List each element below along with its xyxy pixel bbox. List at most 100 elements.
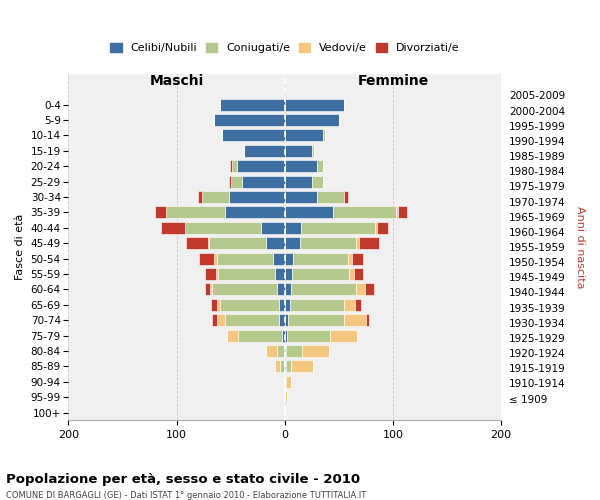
Bar — [202, 191, 229, 203]
Bar — [211, 299, 217, 311]
Bar — [220, 98, 285, 110]
Bar — [312, 176, 323, 188]
Bar — [293, 252, 347, 264]
Bar — [208, 237, 209, 249]
Bar — [209, 237, 266, 249]
Text: COMUNE DI BARGAGLI (GE) - Dati ISTAT 1° gennaio 2010 - Elaborazione TUTTITALIA.I: COMUNE DI BARGAGLI (GE) - Dati ISTAT 1° … — [6, 491, 366, 500]
Bar — [205, 268, 215, 280]
Bar — [280, 360, 284, 372]
Bar — [285, 222, 301, 234]
Bar — [215, 268, 218, 280]
Bar — [285, 330, 287, 342]
Bar — [226, 314, 280, 326]
Bar — [217, 299, 220, 311]
Bar — [285, 268, 292, 280]
Bar — [285, 299, 290, 311]
Bar — [396, 206, 398, 218]
Bar — [275, 360, 280, 372]
Bar — [377, 222, 388, 234]
Bar — [285, 314, 288, 326]
Legend: Celibi/Nubili, Coniugati/e, Vedovi/e, Divorziati/e: Celibi/Nubili, Coniugati/e, Vedovi/e, Di… — [107, 40, 463, 56]
Bar — [285, 98, 344, 110]
Bar — [217, 314, 226, 326]
Bar — [161, 222, 185, 234]
Bar — [301, 222, 374, 234]
Bar — [261, 222, 285, 234]
Y-axis label: Anni di nascita: Anni di nascita — [575, 206, 585, 288]
Bar — [230, 160, 232, 172]
Bar — [210, 284, 212, 296]
Bar — [285, 176, 312, 188]
Bar — [238, 330, 281, 342]
Bar — [347, 252, 352, 264]
Bar — [266, 345, 277, 357]
Bar — [199, 252, 214, 264]
Bar — [205, 284, 210, 296]
Bar — [284, 360, 285, 372]
Bar — [214, 114, 285, 126]
Bar — [222, 130, 285, 141]
Bar — [227, 330, 238, 342]
Bar — [277, 345, 284, 357]
Bar — [285, 206, 334, 218]
Bar — [166, 206, 226, 218]
Bar — [285, 284, 291, 296]
Bar — [285, 391, 287, 403]
Bar — [229, 176, 231, 188]
Bar — [285, 237, 300, 249]
Bar — [334, 206, 396, 218]
Bar — [280, 299, 285, 311]
Bar — [287, 330, 330, 342]
Bar — [330, 330, 357, 342]
Bar — [231, 176, 242, 188]
Bar — [237, 160, 285, 172]
Bar — [286, 345, 302, 357]
Bar — [349, 268, 354, 280]
Bar — [285, 376, 286, 388]
Bar — [356, 284, 365, 296]
Bar — [217, 252, 273, 264]
Bar — [344, 299, 355, 311]
Bar — [300, 237, 356, 249]
Bar — [302, 345, 329, 357]
Bar — [277, 284, 285, 296]
Text: Femmine: Femmine — [358, 74, 428, 88]
Bar — [374, 222, 377, 234]
Bar — [355, 299, 361, 311]
Bar — [352, 252, 362, 264]
Bar — [285, 252, 293, 264]
Bar — [214, 252, 217, 264]
Bar — [285, 130, 323, 141]
Y-axis label: Fasce di età: Fasce di età — [15, 214, 25, 280]
Bar — [273, 252, 285, 264]
Bar — [218, 268, 275, 280]
Bar — [366, 314, 369, 326]
Bar — [275, 268, 285, 280]
Bar — [291, 360, 313, 372]
Bar — [187, 237, 208, 249]
Bar — [285, 144, 312, 156]
Bar — [288, 314, 344, 326]
Bar — [285, 191, 317, 203]
Bar — [286, 376, 291, 388]
Bar — [281, 330, 285, 342]
Bar — [244, 144, 285, 156]
Bar — [292, 268, 349, 280]
Bar — [317, 160, 323, 172]
Bar — [398, 206, 407, 218]
Bar — [266, 237, 285, 249]
Bar — [291, 284, 356, 296]
Bar — [232, 160, 237, 172]
Bar — [285, 114, 339, 126]
Bar — [285, 360, 286, 372]
Bar — [344, 314, 366, 326]
Bar — [198, 191, 202, 203]
Bar — [185, 222, 261, 234]
Bar — [285, 160, 317, 172]
Bar — [323, 130, 325, 141]
Bar — [212, 314, 217, 326]
Bar — [226, 206, 285, 218]
Bar — [155, 206, 166, 218]
Bar — [312, 144, 314, 156]
Bar — [286, 360, 291, 372]
